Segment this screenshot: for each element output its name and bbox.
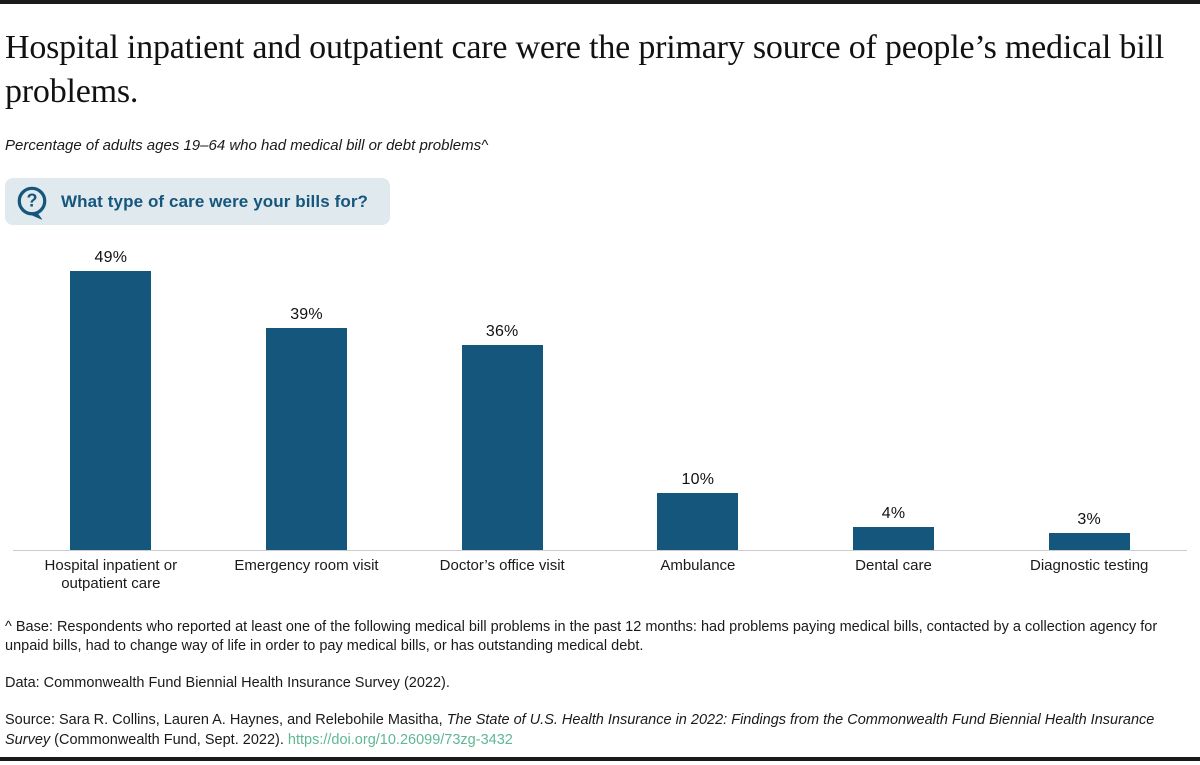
bar-value-label: 49% (94, 248, 128, 266)
bar-column: 39% (209, 306, 405, 550)
bar (266, 327, 347, 550)
category-label: Dental care (855, 556, 932, 574)
question-speech-bubble-icon: ? (17, 186, 47, 220)
category-label: Emergency room visit (234, 556, 379, 574)
category-label: Diagnostic testing (1029, 556, 1149, 574)
bar (1048, 532, 1130, 550)
bar (461, 344, 543, 550)
footnotes: ^ Base: Respondents who reported at leas… (0, 618, 1196, 750)
chart-subtitle: Percentage of adults ages 19–64 who had … (5, 137, 489, 155)
svg-text:?: ? (26, 190, 37, 210)
bar (70, 270, 152, 550)
bar (853, 526, 935, 550)
bar-column: 36% (404, 323, 600, 550)
bar-value-label: 4% (881, 504, 906, 522)
bottom-rule (0, 757, 1200, 761)
bar (657, 492, 739, 550)
source-prefix: Source: Sara R. Collins, Lauren A. Hayne… (5, 712, 447, 729)
bar-chart: 49% 39% 36% 10% 4% 3% Hospital inpatient or o… (5, 248, 1195, 595)
source-suffix: (Commonwealth Fund, Sept. 2022). (50, 731, 288, 748)
bar-value-label: 36% (485, 322, 519, 340)
category-label: Doctor’s office visit (439, 556, 565, 574)
bar-column: 3% (991, 511, 1187, 550)
top-rule (0, 0, 1200, 4)
bar-value-label: 39% (290, 305, 323, 323)
plot-area: 49% 39% 36% 10% 4% 3% (13, 248, 1187, 551)
page-title: Hospital inpatient and outpatient care w… (5, 29, 1164, 110)
question-badge-label: What type of care were your bills for? (61, 191, 369, 211)
source-footnote: Source: Sara R. Collins, Lauren A. Hayne… (5, 711, 1191, 749)
bar-value-label: 10% (681, 470, 715, 488)
category-axis: Hospital inpatient or outpatient care Eme… (13, 551, 1187, 595)
bar-column: 4% (796, 505, 992, 550)
category-label: Ambulance (660, 556, 736, 574)
bar-value-label: 3% (1077, 510, 1101, 528)
question-badge: ? What type of care were your bills for? (5, 178, 391, 226)
data-footnote: Data: Commonwealth Fund Biennial Health … (5, 675, 450, 692)
source-report-title: The State of U.S. Health Insurance in 20… (5, 712, 1155, 748)
base-footnote: ^ Base: Respondents who reported at leas… (5, 619, 1158, 655)
bar-column: 10% (600, 471, 796, 550)
category-label: Hospital inpatient or outpatient care (44, 556, 178, 593)
bar-column: 49% (13, 249, 209, 550)
doi-link[interactable]: https://doi.org/10.26099/73zg-3432 (287, 731, 513, 748)
